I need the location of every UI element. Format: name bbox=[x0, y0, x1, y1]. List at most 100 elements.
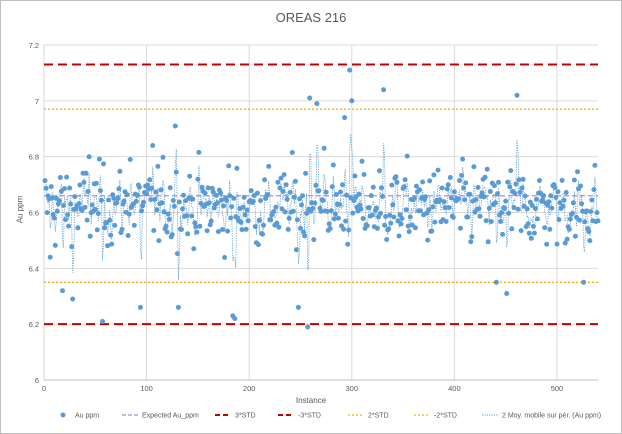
data-point bbox=[542, 225, 548, 231]
legend-label: 3*STD bbox=[235, 413, 256, 420]
data-point bbox=[278, 175, 284, 181]
data-point bbox=[352, 173, 358, 179]
data-point bbox=[101, 161, 106, 167]
data-point bbox=[397, 212, 403, 218]
data-point bbox=[359, 158, 365, 164]
data-point bbox=[546, 199, 552, 205]
data-point bbox=[456, 196, 461, 202]
data-point bbox=[331, 216, 337, 222]
data-point bbox=[159, 200, 165, 206]
data-point bbox=[275, 179, 281, 185]
data-point bbox=[134, 193, 140, 198]
data-point bbox=[86, 154, 92, 160]
moving-average-series bbox=[45, 133, 599, 281]
data-point bbox=[314, 101, 320, 107]
data-point bbox=[418, 208, 423, 214]
data-point bbox=[401, 184, 407, 190]
data-point bbox=[292, 178, 298, 184]
data-point bbox=[358, 206, 364, 212]
data-point bbox=[150, 143, 156, 148]
x-tick-label: 0 bbox=[42, 384, 46, 393]
data-point bbox=[567, 216, 573, 222]
data-point bbox=[206, 200, 212, 206]
data-point bbox=[450, 214, 456, 220]
data-point bbox=[266, 163, 272, 169]
data-point bbox=[195, 176, 201, 182]
data-point bbox=[517, 189, 523, 195]
data-point bbox=[502, 205, 508, 211]
data-point bbox=[451, 189, 457, 195]
data-point bbox=[427, 178, 433, 184]
data-point bbox=[95, 211, 101, 217]
data-point bbox=[107, 217, 113, 223]
data-point bbox=[581, 279, 587, 285]
data-point bbox=[137, 304, 143, 310]
data-point bbox=[467, 191, 473, 197]
data-point bbox=[552, 185, 558, 190]
legend-label: 2*STD bbox=[368, 413, 389, 420]
data-point bbox=[147, 177, 153, 183]
data-point bbox=[337, 201, 342, 207]
data-point bbox=[145, 182, 151, 188]
data-point bbox=[530, 223, 536, 229]
data-point bbox=[507, 184, 513, 190]
data-point bbox=[229, 204, 235, 210]
data-point bbox=[108, 232, 114, 238]
data-point bbox=[268, 217, 274, 223]
data-point bbox=[175, 304, 181, 310]
data-point bbox=[509, 226, 515, 232]
data-point bbox=[117, 168, 123, 174]
data-point bbox=[312, 200, 318, 206]
chart-title: OREAS 216 bbox=[275, 10, 347, 25]
data-point bbox=[51, 215, 57, 221]
legend-label: -2*STD bbox=[434, 413, 457, 420]
data-point bbox=[586, 229, 592, 235]
data-point bbox=[82, 204, 88, 210]
data-point bbox=[330, 162, 336, 168]
data-point bbox=[221, 203, 226, 209]
legend-item: Au ppm bbox=[60, 412, 99, 420]
data-point bbox=[303, 170, 309, 176]
data-point bbox=[514, 92, 520, 98]
data-point bbox=[163, 223, 169, 229]
data-point bbox=[258, 198, 263, 204]
data-point bbox=[364, 223, 370, 229]
data-point bbox=[483, 218, 489, 224]
data-point bbox=[170, 198, 176, 203]
legend: Au ppm Expected Au_ppm 3*STD -3*STD 2*STD -2*… bbox=[60, 412, 601, 420]
data-point bbox=[294, 217, 300, 223]
data-point bbox=[503, 198, 509, 204]
data-point bbox=[202, 190, 208, 196]
data-point bbox=[393, 174, 399, 180]
data-point bbox=[519, 185, 525, 191]
data-point bbox=[504, 291, 510, 296]
legend-label: Au ppm bbox=[75, 413, 99, 420]
data-point bbox=[225, 228, 231, 234]
data-point bbox=[508, 168, 514, 174]
data-point bbox=[255, 242, 261, 248]
data-point bbox=[93, 180, 99, 186]
data-point bbox=[471, 164, 477, 170]
data-point bbox=[323, 189, 329, 195]
data-point bbox=[465, 214, 471, 220]
data-point bbox=[245, 218, 251, 224]
data-point bbox=[60, 288, 65, 294]
data-point bbox=[136, 184, 142, 190]
data-point bbox=[380, 193, 386, 199]
data-point bbox=[152, 196, 158, 202]
data-point bbox=[284, 196, 290, 202]
data-point bbox=[578, 183, 584, 189]
data-point bbox=[204, 228, 210, 234]
data-point bbox=[525, 221, 531, 227]
x-tick-label: 400 bbox=[448, 384, 461, 393]
data-point bbox=[121, 198, 127, 204]
data-point bbox=[368, 193, 374, 199]
data-point bbox=[83, 170, 89, 176]
data-point bbox=[100, 318, 105, 324]
data-point bbox=[333, 192, 339, 197]
data-point bbox=[119, 226, 125, 232]
data-point bbox=[388, 220, 394, 226]
data-point bbox=[561, 197, 567, 203]
data-point bbox=[99, 197, 104, 203]
data-point bbox=[180, 206, 185, 212]
